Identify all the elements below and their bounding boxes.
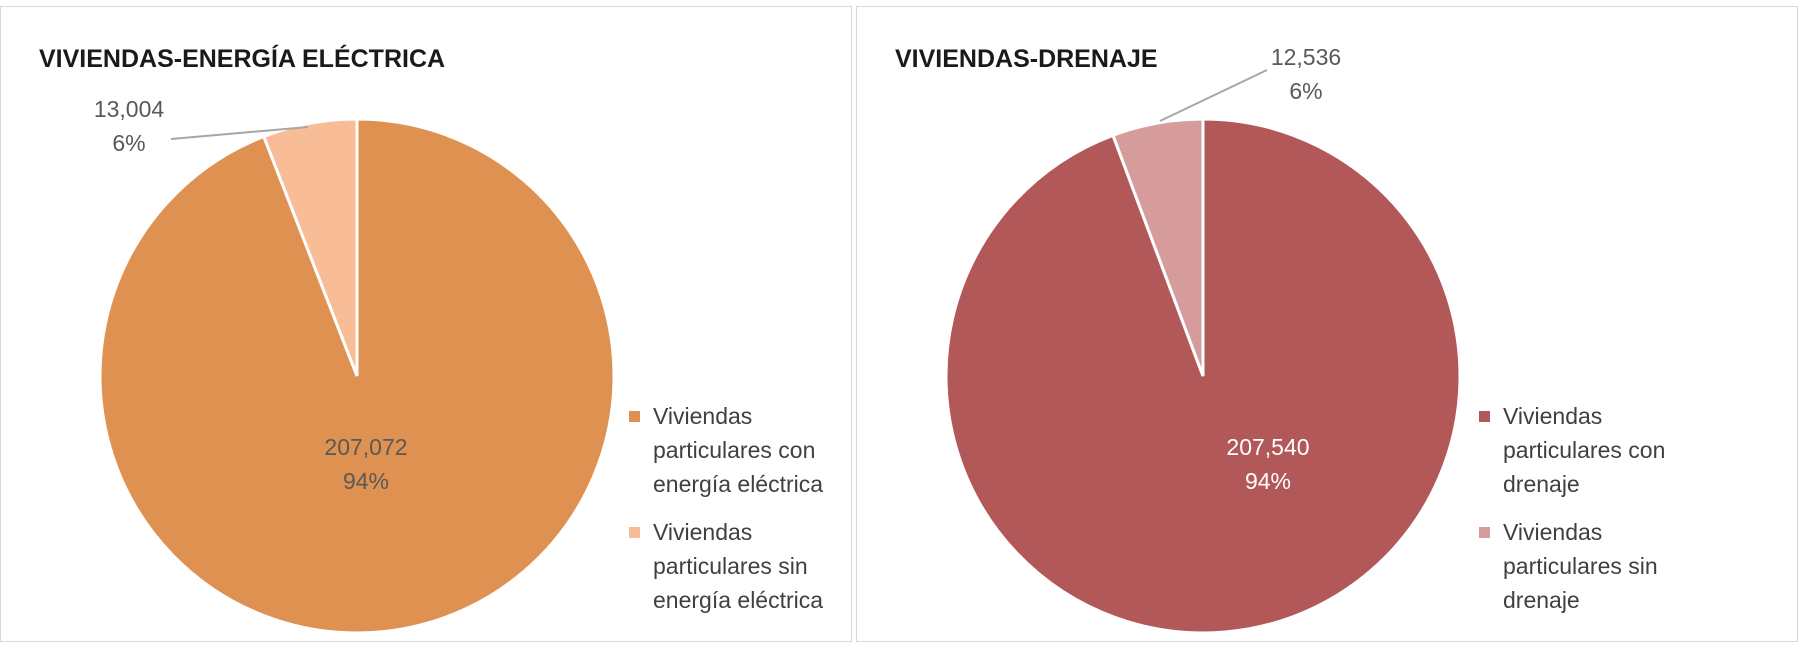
legend-swatch <box>1479 527 1490 538</box>
leader-line <box>170 126 309 140</box>
percent-label: 6% <box>1289 78 1322 104</box>
legend-swatch <box>629 411 640 422</box>
legend-label: Viviendas particulares sin drenaje <box>1503 519 1658 613</box>
chart-title: VIVIENDAS-ENERGÍA ELÉCTRICA <box>39 45 446 73</box>
percent-label: 94% <box>343 468 389 494</box>
data-label: 207,072 <box>324 434 407 460</box>
legend-item: Viviendas particulares con energía eléct… <box>629 399 839 501</box>
legend: Viviendas particulares con drenaje Vivien… <box>1479 399 1689 631</box>
legend-label: Viviendas particulares con drenaje <box>1503 403 1666 497</box>
pie-slice <box>1111 117 1205 377</box>
legend-swatch <box>1479 411 1490 422</box>
legend-label: Viviendas particulares sin energía eléct… <box>653 519 824 613</box>
pie-chart: 207,540 94% 12,536 6% <box>944 44 1462 635</box>
legend-item: Viviendas particulares sin drenaje <box>1479 515 1689 617</box>
data-label: 207,540 <box>1226 434 1309 460</box>
legend-label: Viviendas particulares con energía eléct… <box>653 403 824 497</box>
percent-label: 94% <box>1245 468 1291 494</box>
legend-item: Viviendas particulares con drenaje <box>1479 399 1689 501</box>
pie-slice <box>98 117 616 635</box>
legend-item: Viviendas particulares sin energía eléct… <box>629 515 839 617</box>
percent-label: 6% <box>112 130 145 156</box>
data-label: 12,536 <box>1271 44 1341 70</box>
pie-chart: 207,072 94% 13,004 6% <box>94 96 616 635</box>
data-label: 13,004 <box>94 96 165 122</box>
legend-swatch <box>629 527 640 538</box>
legend: Viviendas particulares con energía eléct… <box>629 399 839 631</box>
pie-slice <box>261 117 359 377</box>
chart-panel: 207,072 94% 13,004 6% VIVIENDAS-ENERGÍA ELÉC… <box>0 6 852 642</box>
chart-panel: 207,540 94% 12,536 6% VIVIENDAS-DRENAJE Vivie… <box>856 6 1798 642</box>
leader-line <box>1159 69 1268 122</box>
chart-title: VIVIENDAS-DRENAJE <box>895 45 1158 73</box>
